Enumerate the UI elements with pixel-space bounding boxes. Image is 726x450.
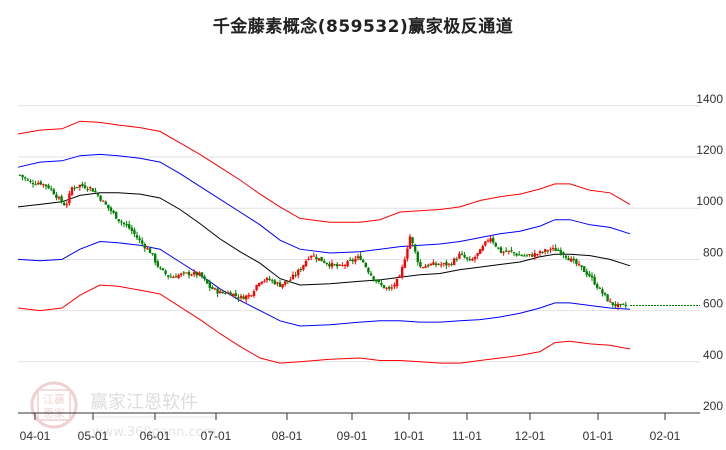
x-tick-label: 06-01 [140,429,171,443]
band-upper_outer [17,120,631,223]
candlesticks [18,174,627,311]
watermark-url: www.360gann.com [92,425,216,440]
y-tick-label: 1400 [696,92,723,106]
y-axis: 1400 1200 1000 800 600 400 200 [696,92,723,413]
band-upper_inner [17,153,631,254]
x-tick-label: 10-01 [394,429,425,443]
watermark-seal-top: 江赢 [43,392,65,406]
x-tick-label: 09-01 [337,429,368,443]
grid-lines [18,105,700,363]
channel-lines [17,120,631,364]
watermark: 江赢 恩家 赢家江恩软件 www.360gann.com [30,381,218,440]
watermark-brand: 赢家江恩软件 [90,391,198,413]
y-tick-label: 400 [703,348,723,362]
y-tick-label: 600 [703,297,723,311]
y-tick-label: 200 [703,399,723,413]
x-tick-label: 12-01 [515,429,546,443]
x-tick-label: 07-01 [201,429,232,443]
band-lower_outer [17,284,631,364]
y-tick-label: 800 [703,245,723,259]
x-tick-label: 08-01 [272,429,303,443]
band-middle [17,192,631,286]
x-tick-label: 05-01 [78,429,109,443]
x-tick-label: 11-01 [452,429,482,443]
band-lower_inner [17,240,631,327]
chart-title: 千金藤素概念(859532)赢家极反通道 [212,17,514,37]
x-tick-label: 02-01 [650,429,681,443]
y-tick-label: 1000 [696,194,723,208]
x-tick-label: 04-01 [20,429,51,443]
y-tick-label: 1200 [696,143,723,157]
x-tick-label: 01-01 [583,429,614,443]
x-axis: 04-01 05-01 06-01 07-01 08-01 09-01 10-01 11-01… [18,412,700,443]
